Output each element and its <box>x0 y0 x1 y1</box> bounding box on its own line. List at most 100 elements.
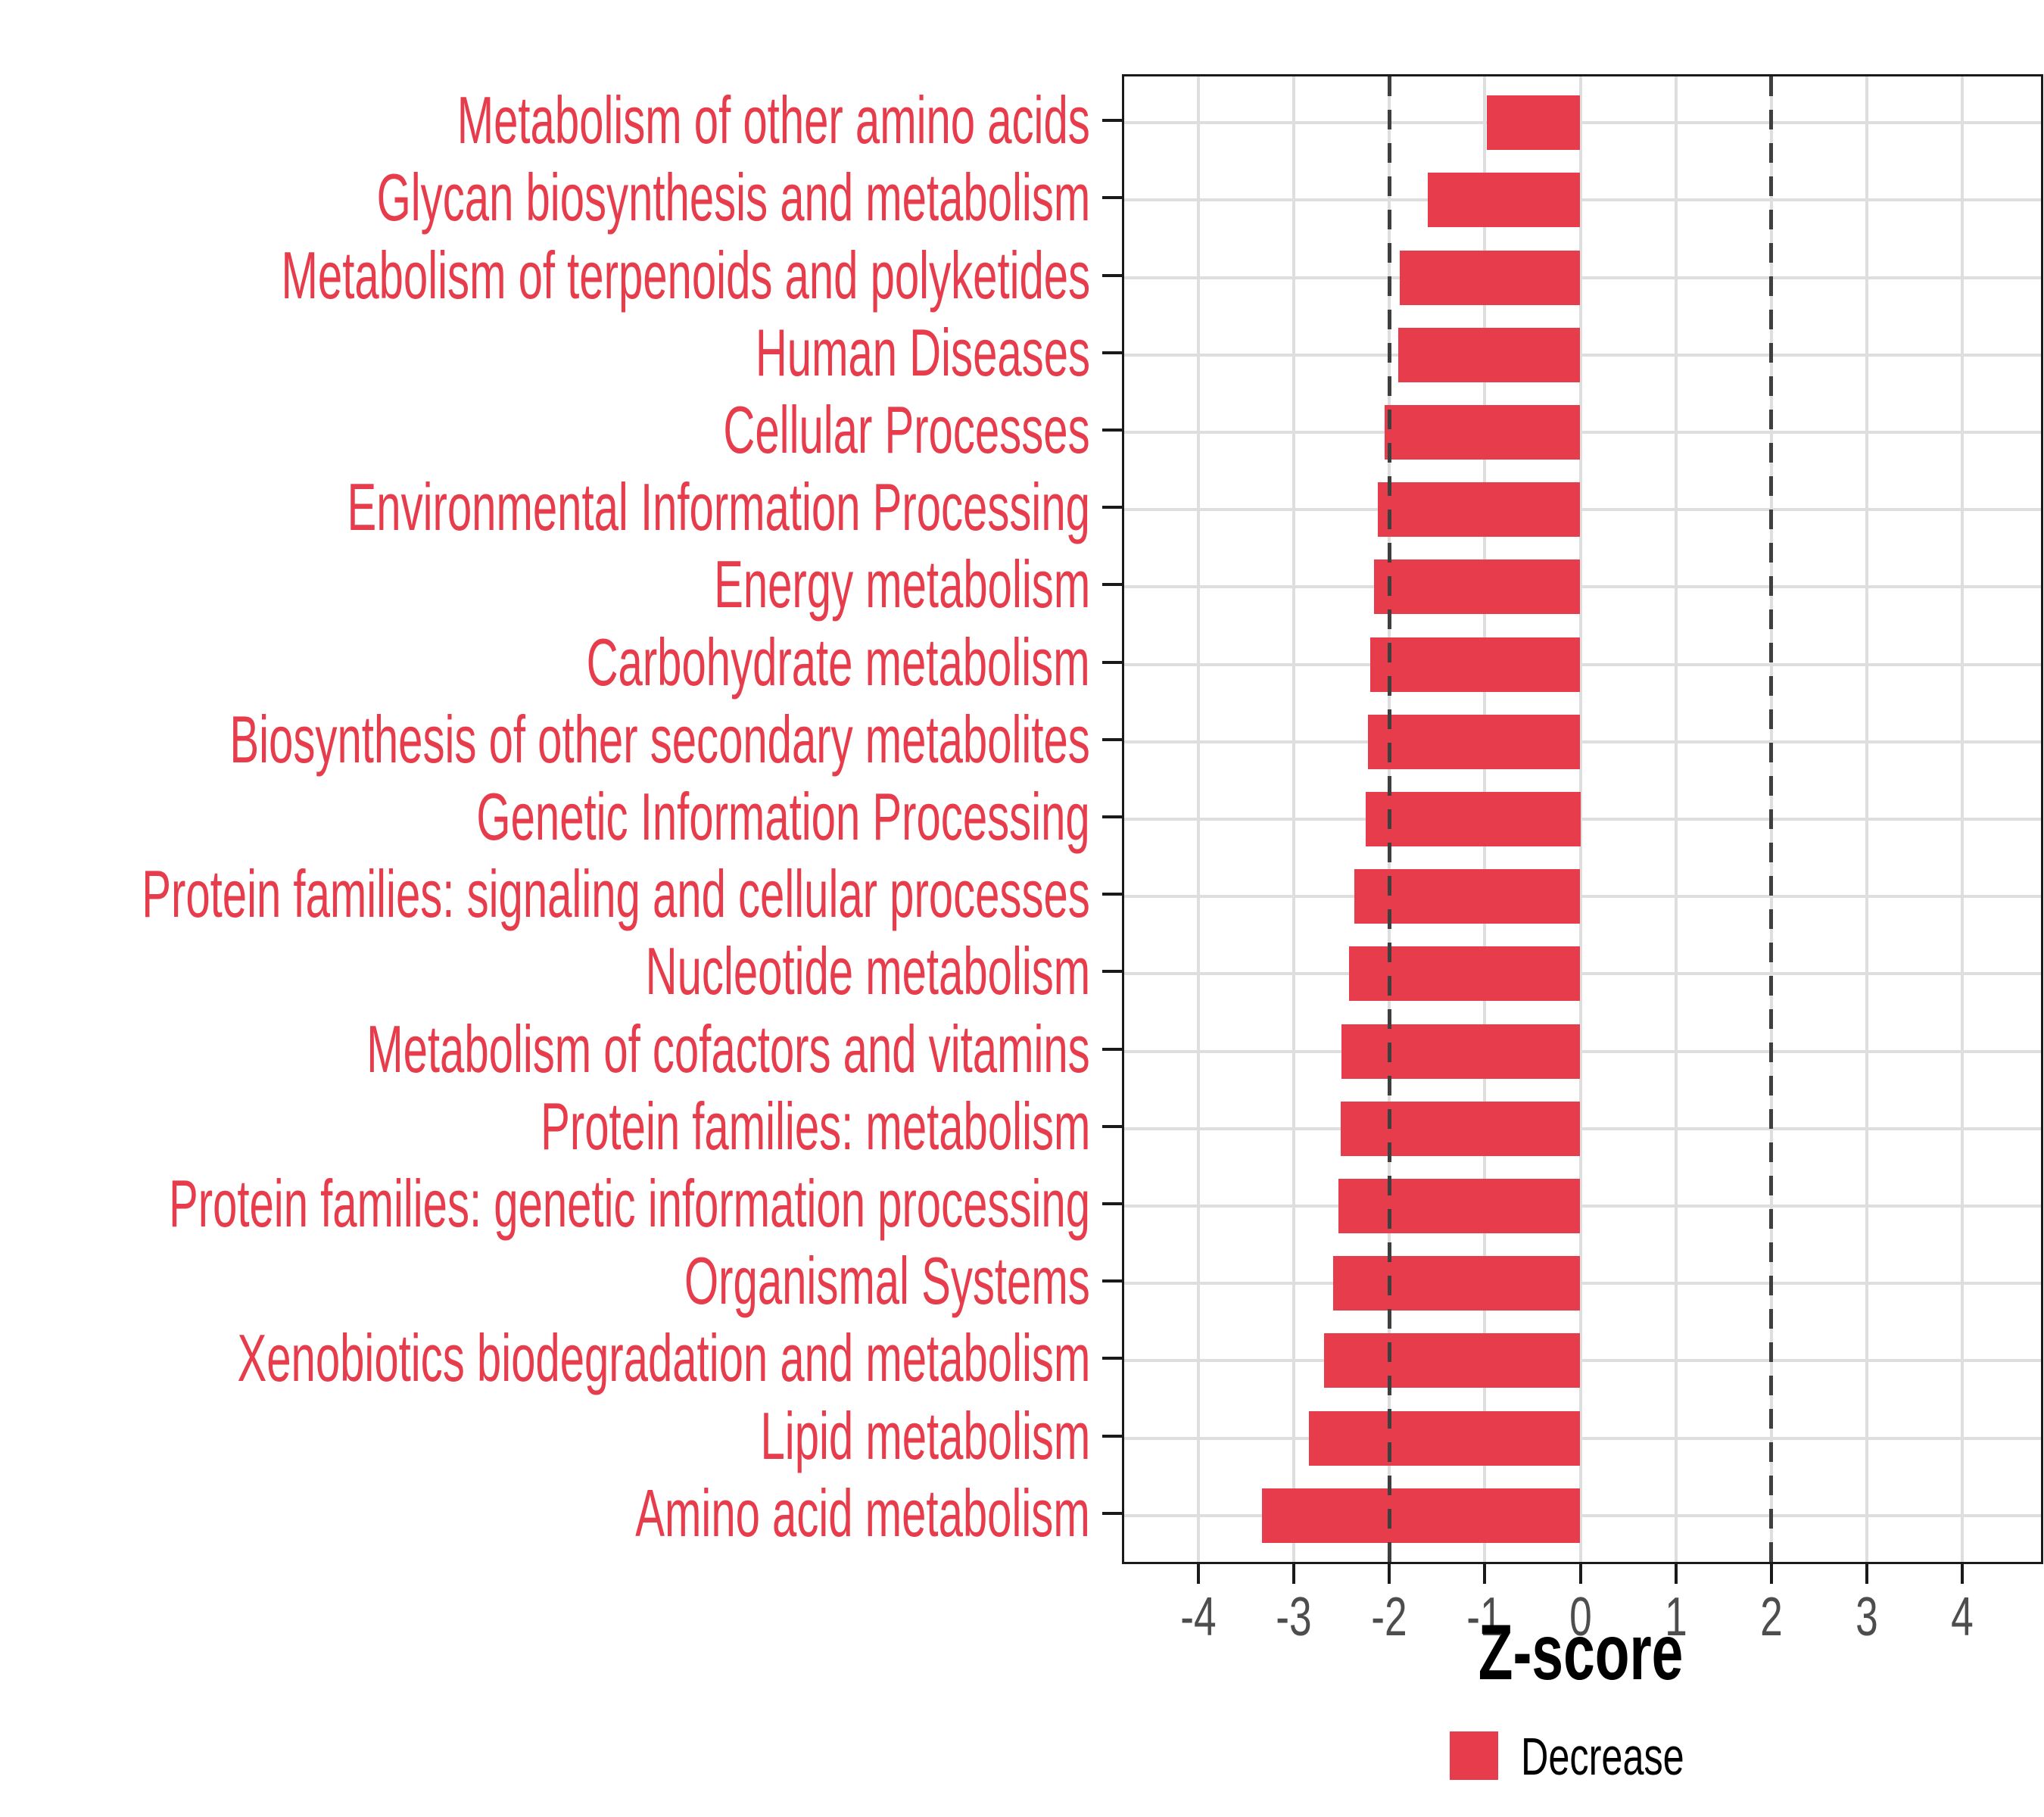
y-tick <box>1102 1434 1122 1438</box>
plot-panel <box>1122 74 2043 1564</box>
x-tick-label: -2 <box>1371 1587 1407 1647</box>
y-gridline <box>1124 1513 2041 1517</box>
y-gridline <box>1124 972 2041 976</box>
y-gridline <box>1124 818 2041 821</box>
y-tick <box>1102 893 1122 896</box>
x-tick-label: 1 <box>1664 1587 1687 1647</box>
y-gridline <box>1124 508 2041 512</box>
bar <box>1369 637 1581 692</box>
category-label: Amino acid metabolism <box>635 1475 1090 1551</box>
bar <box>1332 1256 1581 1311</box>
x-tick <box>1961 1564 1965 1584</box>
y-gridline <box>1124 1359 2041 1363</box>
y-tick <box>1102 119 1122 123</box>
y-gridline <box>1124 662 2041 666</box>
x-tick-label: -4 <box>1180 1587 1217 1647</box>
bar <box>1400 250 1581 305</box>
y-tick <box>1102 970 1122 974</box>
y-gridline <box>1124 353 2041 357</box>
legend-swatch-decrease <box>1450 1731 1498 1780</box>
category-label: Protein families: metabolism <box>540 1088 1090 1164</box>
y-gridline <box>1124 1282 2041 1286</box>
bar <box>1374 559 1581 615</box>
x-tick <box>1578 1564 1582 1584</box>
y-tick <box>1102 506 1122 510</box>
bar <box>1368 714 1581 769</box>
y-gridline <box>1124 585 2041 589</box>
y-tick <box>1102 273 1122 277</box>
x-tick <box>1196 1564 1200 1584</box>
y-tick <box>1102 815 1122 818</box>
category-label: Energy metabolism <box>713 547 1090 622</box>
bar <box>1427 173 1581 228</box>
x-tick <box>1292 1564 1296 1584</box>
bar <box>1397 327 1581 382</box>
category-label: Organismal Systems <box>684 1243 1090 1319</box>
y-gridline <box>1124 1436 2041 1440</box>
bar <box>1340 1101 1581 1156</box>
y-tick <box>1102 1047 1122 1051</box>
category-label: Cellular Processes <box>723 391 1090 467</box>
y-tick <box>1102 737 1122 741</box>
bar <box>1324 1333 1581 1388</box>
y-tick <box>1102 428 1122 432</box>
x-tick-label: 4 <box>1951 1587 1974 1647</box>
y-tick <box>1102 660 1122 664</box>
y-gridline <box>1124 1127 2041 1130</box>
bar <box>1349 946 1581 1002</box>
reference-line-dashed <box>1387 76 1391 1562</box>
y-tick <box>1102 1202 1122 1206</box>
x-tick <box>1769 1564 1773 1584</box>
x-tick-label: -3 <box>1276 1587 1312 1647</box>
y-gridline <box>1124 1205 2041 1208</box>
category-label: Nucleotide metabolism <box>645 933 1090 1009</box>
y-gridline <box>1124 740 2041 743</box>
y-tick <box>1102 351 1122 354</box>
category-label: Metabolism of terpenoids and polyketides <box>281 237 1090 313</box>
bar <box>1309 1410 1581 1466</box>
category-label: Xenobiotics biodegradation and metabolis… <box>237 1320 1090 1396</box>
x-tick-label: -1 <box>1466 1587 1503 1647</box>
category-label: Protein families: genetic information pr… <box>168 1166 1090 1242</box>
x-tick-label: 2 <box>1759 1587 1783 1647</box>
reference-line-dashed <box>1769 76 1774 1562</box>
bar <box>1338 1179 1581 1234</box>
x-tick <box>1865 1564 1868 1584</box>
y-tick <box>1102 196 1122 200</box>
category-label: Biosynthesis of other secondary metaboli… <box>229 701 1090 777</box>
bar <box>1262 1488 1581 1543</box>
x-axis-title: Z-score <box>1478 1609 1683 1697</box>
y-gridline <box>1124 198 2041 202</box>
y-tick <box>1102 1357 1122 1360</box>
y-tick <box>1102 1279 1122 1283</box>
y-tick <box>1102 1511 1122 1515</box>
y-gridline <box>1124 895 2041 899</box>
category-label: Environmental Information Processing <box>347 469 1090 545</box>
category-label: Genetic Information Processing <box>476 779 1090 854</box>
category-label: Human Diseases <box>755 314 1090 390</box>
y-tick <box>1102 583 1122 587</box>
legend-label-decrease: Decrease <box>1521 1727 1684 1786</box>
bar <box>1378 482 1581 538</box>
y-gridline <box>1124 430 2041 434</box>
category-label: Glycan biosynthesis and metabolism <box>376 160 1090 235</box>
bar <box>1365 792 1581 846</box>
y-gridline <box>1124 276 2041 279</box>
y-gridline <box>1124 121 2041 125</box>
bar <box>1486 95 1581 151</box>
x-tick <box>1483 1564 1487 1584</box>
bar <box>1341 1024 1581 1079</box>
category-label: Metabolism of other amino acids <box>456 83 1090 158</box>
bar <box>1354 869 1581 924</box>
bar <box>1384 404 1581 460</box>
y-tick <box>1102 1124 1122 1128</box>
category-label: Metabolism of cofactors and vitamins <box>366 1011 1090 1086</box>
x-tick-label: 3 <box>1855 1587 1878 1647</box>
category-label: Protein families: signaling and cellular… <box>142 856 1090 932</box>
x-tick <box>1674 1564 1678 1584</box>
category-label: Carbohydrate metabolism <box>586 624 1090 700</box>
category-label: Lipid metabolism <box>760 1398 1090 1473</box>
y-gridline <box>1124 1049 2041 1053</box>
x-tick-label: 0 <box>1569 1587 1592 1647</box>
